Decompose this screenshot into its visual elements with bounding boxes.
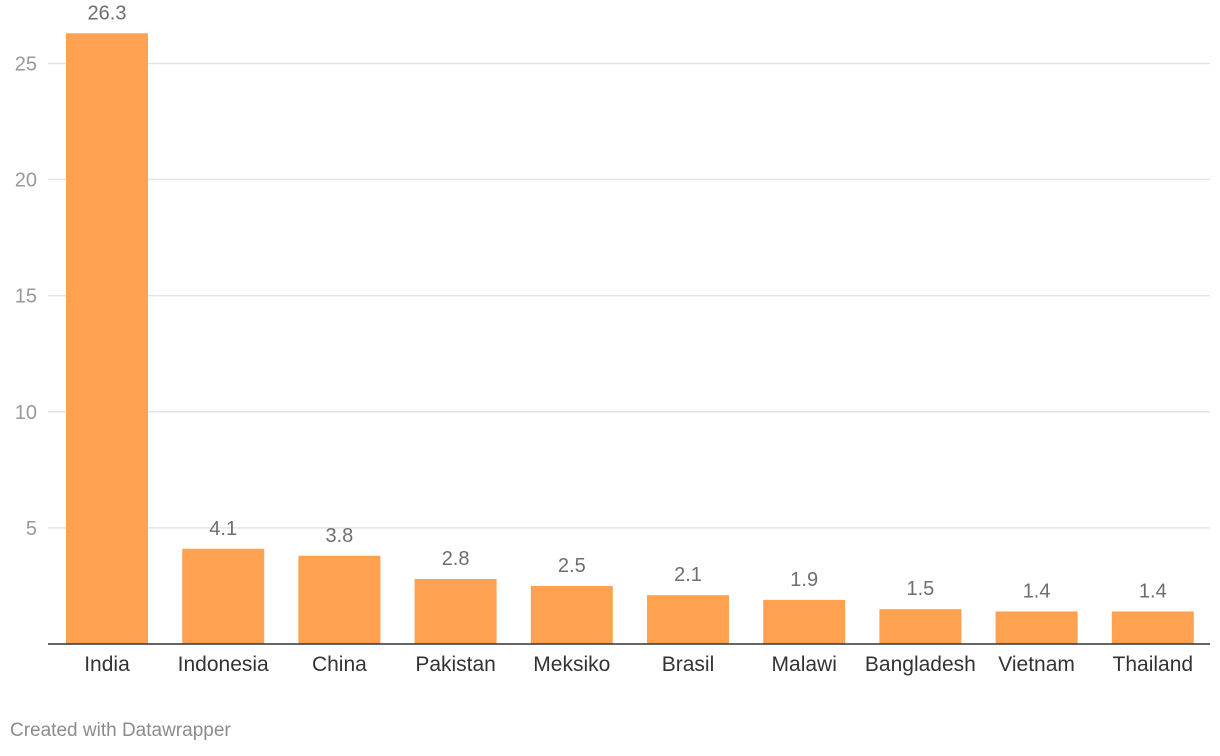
bar-bangladesh xyxy=(879,609,962,644)
value-label: 1.4 xyxy=(1139,580,1167,602)
category-label: Meksiko xyxy=(533,653,610,676)
y-tick-label: 25 xyxy=(15,53,37,75)
category-label: Brasil xyxy=(662,653,715,676)
bar-indonesia xyxy=(182,548,265,644)
category-label: Vietnam xyxy=(998,653,1075,676)
bar-china xyxy=(298,555,381,644)
bar-thailand xyxy=(1111,611,1194,644)
category-label: Thailand xyxy=(1113,653,1194,676)
value-label: 2.1 xyxy=(674,564,702,586)
value-label: 1.5 xyxy=(906,578,934,600)
bars xyxy=(66,33,1194,644)
category-label: India xyxy=(84,653,130,676)
bar-pakistan xyxy=(414,578,497,644)
credit-text: Created with Datawrapper xyxy=(10,720,231,741)
value-label: 1.9 xyxy=(790,569,818,591)
y-tick-label: 15 xyxy=(15,286,37,308)
bar-meksiko xyxy=(530,585,613,644)
bar-malawi xyxy=(763,599,846,644)
value-label: 1.4 xyxy=(1023,580,1051,602)
category-label: Indonesia xyxy=(178,653,269,676)
category-label: Pakistan xyxy=(415,653,496,676)
value-label: 2.8 xyxy=(442,548,470,570)
value-label: 4.1 xyxy=(209,518,237,540)
value-label: 26.3 xyxy=(88,2,127,24)
category-label: Malawi xyxy=(772,653,837,676)
value-label: 3.8 xyxy=(325,525,353,547)
chart-svg: 5 10 15 20 25 26.3 4.1 3.8 2.8 2.5 2.1 1.9 1.5 1.4 1.… xyxy=(15,2,1210,676)
category-label: China xyxy=(312,653,367,676)
value-labels: 26.3 4.1 3.8 2.8 2.5 2.1 1.9 1.5 1.4 1.4 xyxy=(88,2,1167,602)
y-axis-ticks: 5 10 15 20 25 xyxy=(15,53,37,539)
bar-india xyxy=(66,33,148,644)
category-label: Bangladesh xyxy=(865,653,976,676)
bar-vietnam xyxy=(995,611,1078,644)
y-tick-label: 10 xyxy=(15,402,37,424)
gridlines xyxy=(48,62,1210,529)
y-tick-label: 5 xyxy=(26,518,37,540)
bar-brasil xyxy=(647,595,729,644)
y-tick-label: 20 xyxy=(15,170,37,192)
category-labels: India Indonesia China Pakistan Meksiko Brasil… xyxy=(84,653,1193,676)
value-label: 2.5 xyxy=(558,555,586,577)
